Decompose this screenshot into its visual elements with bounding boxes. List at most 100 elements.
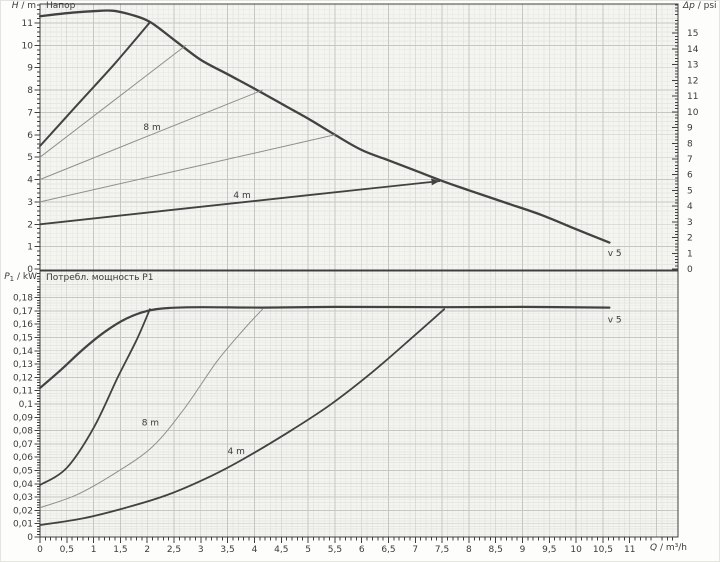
max-speed-curve [38,9,611,244]
y-tick-label: 3 [27,198,33,208]
power-chart: 0 0,01 0,02 0,03 0,04 0,05 0,06 0,07 0,08 0,09 0,1… [13,270,679,555]
y-tick-label: 5 [27,153,33,163]
x-tick-label: 0,5 [60,545,74,555]
y-tick-label: 0 [27,265,33,275]
power-axis-label: P1 / kW [4,272,37,283]
x-tick-label: 6,5 [381,545,395,555]
pressure-tick-label: 3 [687,218,693,228]
x-tick-label: 6 [359,545,365,555]
x-axis-ticks: 0 0,5 1 1,5 2 2,5 3 3,5 4 4,5 5 5,5 6 6,5 7 7,5 8 8,5 9 9,5… [37,537,674,555]
curve-label: 4 m [233,191,250,201]
x-tick-label: 9 [520,545,526,555]
y-tick-label: 0,09 [13,413,33,423]
curve-label: 8 m [143,123,160,133]
curve-label: 8 m [142,419,159,429]
pressure-tick-label: 0 [687,265,693,275]
y-tick-label: 1 [27,243,33,253]
x-tick-label: 11 [624,545,635,555]
y-tick-label: 0,11 [13,387,33,397]
control-curve-8m [39,89,263,180]
pressure-tick-label: 8 [687,139,693,149]
x-tick-label: 3 [198,545,204,555]
flow-axis-label: Q / m³/h [650,543,687,553]
y-tick-label: 9 [27,64,33,74]
y-tick-label: 7 [27,109,33,119]
control-curve-11m [39,21,151,147]
x-tick-label: 5,5 [328,545,342,555]
control-curve-4m [39,178,441,226]
x-tick-label: 8,5 [489,545,503,555]
x-tick-label: 7,5 [435,545,449,555]
grid-major [40,271,678,537]
pressure-tick-label: 6 [687,171,693,181]
head-axis-label: H / m [11,1,36,11]
x-tick-label: 4,5 [274,545,288,555]
y-tick-label: 0,07 [13,440,33,450]
pressure-tick-label: 13 [687,61,698,71]
pressure-tick-label: 4 [687,202,693,212]
y-tick-label: 0,13 [13,360,33,370]
y-axis-ticks: 0 0,01 0,02 0,03 0,04 0,05 0,06 0,07 0,08 0,09 0,1… [13,273,40,543]
y-tick-label: 6 [27,131,33,141]
y-tick-label: 0,17 [13,307,33,317]
power-chart-title: Потребл. мощность P1 [46,273,154,283]
x-tick-label: 3,5 [220,545,234,555]
x-tick-label: 0 [37,545,43,555]
grid-minor [40,271,678,537]
x-tick-label: 1,5 [113,545,127,555]
y-tick-label: 0,1 [19,400,33,410]
x-tick-label: 5 [305,545,311,555]
y-tick-label: 0,08 [13,427,33,437]
y-axis-ticks: 0 1 2 3 4 5 6 7 8 9 10 11 [22,4,40,275]
pressure-tick-label: 1 [687,249,693,259]
x-tick-label: 10 [570,545,582,555]
pressure-tick-label: 15 [687,29,698,39]
pressure-tick-label: 7 [687,155,693,165]
x-tick-label: 2,5 [167,545,181,555]
y-tick-label: 0,04 [13,480,33,490]
x-tick-label: 10,5 [593,545,613,555]
grid-major [40,4,678,270]
y-tick-label: 0,03 [13,493,33,503]
y-tick-label: 10 [22,41,34,51]
control-curve-6m [39,134,336,203]
x-tick-label: 4 [252,545,258,555]
x-tick-label: 7 [412,545,418,555]
y-tick-label: 2 [27,220,33,230]
x-tick-label: 2 [144,545,150,555]
y-tick-label: 11 [22,19,33,29]
y-tick-label: 0,05 [13,467,33,477]
curve-label: v 5 [608,316,622,326]
pressure-tick-label: 10 [687,108,699,118]
head-chart-title: Напор [46,1,76,11]
power-control-curve-8m [39,308,263,509]
x-tick-label: 1 [91,545,97,555]
curve-label: v 5 [608,249,622,259]
y-tick-label: 0,15 [13,334,33,344]
control-curve-10m [39,44,187,158]
pressure-tick-label: 11 [687,92,698,102]
y-tick-label: 0,01 [13,520,33,530]
power-max-speed-curve [38,305,611,390]
pressure-tick-label: 2 [687,234,693,244]
y-tick-label: 0,18 [13,294,33,304]
y-tick-label: 0,12 [13,373,33,383]
pressure-tick-label: 9 [687,124,693,134]
y-tick-label: 0,06 [13,453,33,463]
x-tick-label: 8 [466,545,472,555]
pressure-tick-label: 14 [687,45,699,55]
x-tick-label: 9,5 [542,545,556,555]
y-tick-label: 4 [27,176,33,186]
pressure-axis-label: Δp / psi [683,1,717,11]
y-tick-label: 0,02 [13,506,33,516]
power-control-curve-11m [39,308,151,486]
curve-label: 4 m [228,447,245,457]
y-tick-label: 0 [27,533,33,543]
y-tick-label: 0,16 [13,320,33,330]
pressure-tick-label: 5 [687,186,693,196]
y-tick-label: 0,14 [13,347,33,357]
